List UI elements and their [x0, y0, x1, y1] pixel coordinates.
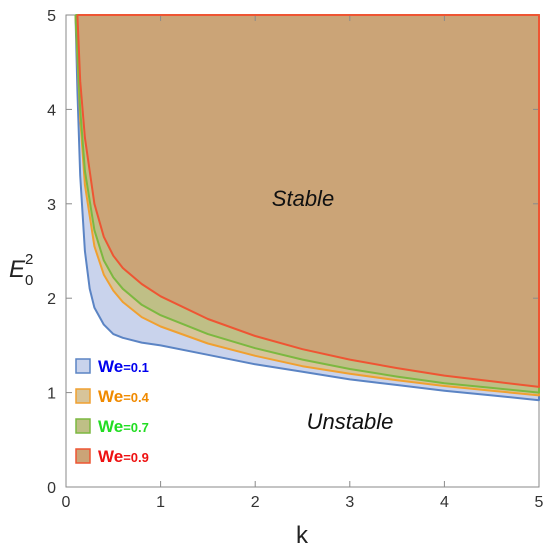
series-line-3 — [74, 14, 540, 394]
x-tick-label: 5 — [535, 494, 544, 511]
x-tick-label: 4 — [440, 494, 449, 511]
legend-entry-value: =0.7 — [123, 420, 149, 435]
legend-entry-value: =0.4 — [123, 390, 149, 405]
legend-swatch-3 — [75, 418, 91, 434]
x-tick-label: 0 — [62, 494, 71, 511]
legend-entry-3: We=0.7 — [98, 417, 149, 436]
legend-entry-value: =0.1 — [123, 360, 149, 375]
legend-entry-name: We — [98, 417, 123, 436]
y-axis-label: E 0 2 — [9, 251, 33, 289]
y-axis-label-base: E — [9, 256, 26, 283]
legend-entry-name: We — [98, 447, 123, 466]
x-tick-label: 1 — [156, 494, 165, 511]
y-tick-label: 5 — [47, 8, 56, 25]
legend-swatch-1 — [75, 358, 91, 374]
y-tick-label: 2 — [47, 291, 56, 308]
legend-swatch-2 — [75, 388, 91, 404]
y-tick-label: 0 — [47, 480, 56, 497]
legend-entry-value: =0.9 — [123, 450, 149, 465]
legend-entry-2: We=0.4 — [98, 387, 150, 406]
series-line-2 — [74, 14, 540, 397]
legend-entry-4: We=0.9 — [98, 447, 149, 466]
stable-label: Stable — [272, 186, 334, 211]
y-tick-label: 4 — [47, 102, 56, 119]
legend-entry-name: We — [98, 357, 123, 376]
x-tick-label: 3 — [345, 494, 354, 511]
y-axis-label-sub: 0 — [25, 272, 33, 289]
x-tick-label: 2 — [251, 494, 260, 511]
region-fill-4 — [77, 15, 540, 387]
y-tick-label: 1 — [47, 386, 56, 403]
series-line-4 — [76, 14, 540, 388]
legend-swatch-4 — [75, 448, 91, 464]
legend-entry-1: We=0.1 — [98, 357, 149, 376]
legend-entry-name: We — [98, 387, 123, 406]
series-line-1 — [74, 14, 540, 402]
y-tick-label: 3 — [47, 197, 56, 214]
legend: We=0.1We=0.4We=0.7We=0.9 — [75, 357, 150, 466]
y-axis-label-sup: 2 — [25, 251, 33, 268]
x-axis-label: k — [296, 522, 309, 549]
unstable-label: Unstable — [307, 409, 394, 434]
